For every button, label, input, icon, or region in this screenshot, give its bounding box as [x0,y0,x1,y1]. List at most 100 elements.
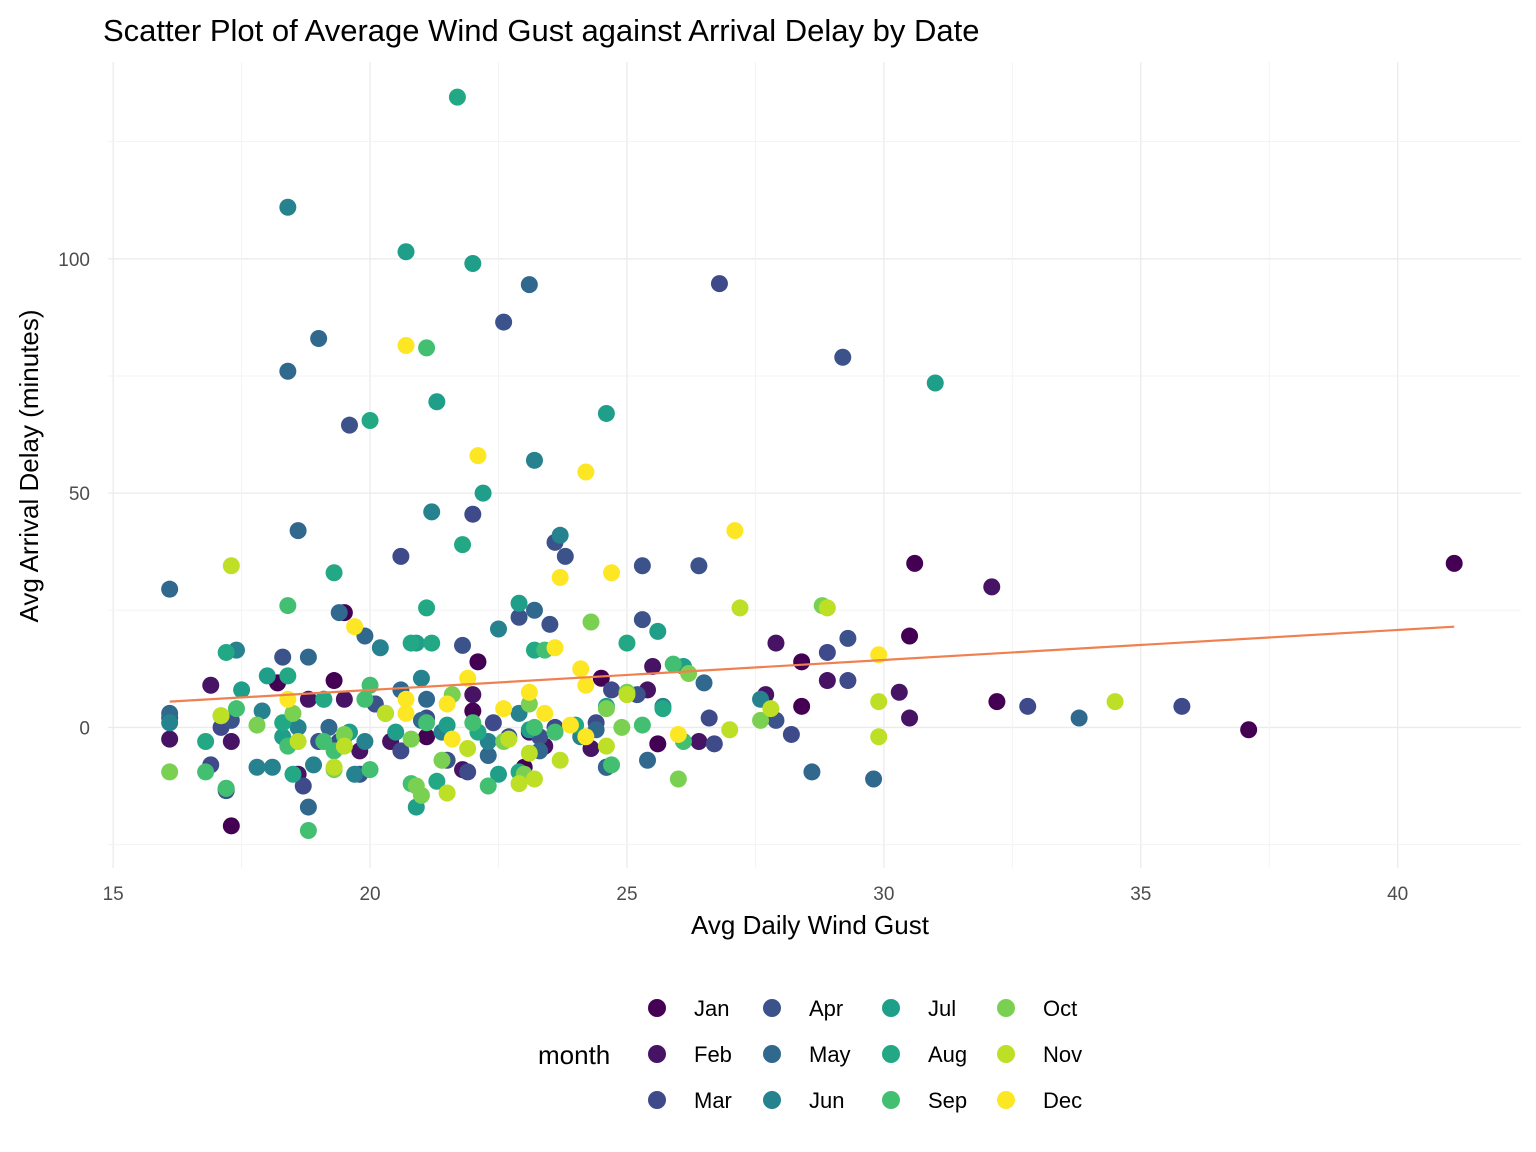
data-point-feb [890,683,908,701]
data-point-nov [731,599,749,617]
data-point-nov [721,721,739,739]
data-point-mar [782,725,800,743]
legend-key-feb [648,1045,666,1063]
data-point-mar [603,681,621,699]
legend-key-dec [997,1091,1015,1109]
data-point-aug [361,411,379,429]
y-tick-label: 50 [69,484,90,505]
data-point-sep [418,339,436,357]
data-point-nov [510,775,528,793]
data-point-sep [603,756,621,774]
data-point-nov [818,599,836,617]
data-point-apr [495,313,513,331]
data-point-feb [767,634,785,652]
data-point-aug [423,634,441,652]
data-point-mar [1019,697,1037,715]
data-point-may [865,770,883,788]
data-point-may [330,604,348,622]
legend-key-mar [648,1091,666,1109]
data-point-jul [438,716,456,734]
data-point-dec [603,564,621,582]
data-point-dec [577,463,595,481]
data-point-sep [546,723,564,741]
legend-label-apr: Apr [809,996,843,1021]
data-point-nov [1106,693,1124,711]
data-point-apr [541,615,559,633]
data-point-dec [551,568,569,586]
y-tick-label: 100 [58,250,90,271]
legend-label-oct: Oct [1043,996,1077,1021]
data-point-may [161,580,179,598]
legend-key-jul [882,999,900,1017]
data-point-jul [258,667,276,685]
data-point-dec [577,676,595,694]
legend-key-may [763,1045,781,1063]
x-axis-title: Avg Daily Wind Gust [691,910,930,940]
data-point-aug [197,732,215,750]
data-point-jun [263,758,281,776]
data-point-sep [299,822,317,840]
data-point-dec [346,618,364,636]
data-point-feb [161,730,179,748]
data-point-aug [448,88,466,106]
data-point-nov [325,758,343,776]
data-point-jul [649,622,667,640]
data-point-nov [870,728,888,746]
data-point-may [299,648,317,666]
data-point-aug [428,772,446,790]
data-point-nov [212,707,230,725]
data-point-dec [459,669,477,687]
data-point-oct [752,711,770,729]
data-point-feb [644,658,662,675]
legend: month Jan Feb Mar Apr May Jun Jul Aug Sep Oct Nov D… [538,996,1082,1113]
data-points [161,88,1463,840]
data-point-may [479,747,497,765]
data-point-jan [793,697,811,715]
legend-label-may: May [809,1042,851,1067]
data-point-sep [633,716,651,734]
data-point-jun [551,526,569,544]
data-point-jan [649,735,667,753]
data-point-nov [376,704,394,722]
data-point-jun [253,702,271,720]
data-point-feb [818,672,836,690]
y-axis-title: Avg Arrival Delay (minutes) [14,309,44,622]
y-tick-label: 0 [79,718,90,739]
data-point-dec [669,725,687,743]
data-point-may [279,362,297,380]
legend-key-apr [763,999,781,1017]
data-point-mar [705,735,723,753]
data-point-jan [469,653,487,671]
data-point-may [289,522,307,540]
data-point-may [639,751,657,769]
data-point-jul [464,255,482,272]
data-point-jan [906,554,924,572]
data-point-feb [222,732,240,750]
x-tick-label: 40 [1387,884,1408,905]
data-point-jun [525,451,543,469]
data-point-jul [397,243,415,261]
data-point-jul [233,681,251,699]
data-point-mar [710,275,728,293]
data-point-aug [654,700,672,718]
data-point-jan [1240,721,1258,739]
grid-lines [108,62,1521,868]
data-point-jan [464,702,482,720]
data-point-apr [633,557,651,575]
data-point-oct [582,613,600,631]
data-point-dec [495,700,513,718]
data-point-apr [834,348,852,366]
legend-label-jan: Jan [694,996,729,1021]
x-tick-label: 20 [359,884,380,905]
data-point-dec [726,522,744,540]
data-point-nov [289,732,307,750]
data-point-aug [325,564,343,582]
data-point-jul [474,484,492,502]
data-point-dec [397,690,415,708]
data-point-oct [161,763,179,781]
data-point-mar [392,742,410,760]
data-point-feb [335,690,353,708]
x-axis-ticks: 15 20 25 30 35 40 [103,884,1409,905]
data-point-aug [284,765,302,783]
data-point-may [320,718,338,736]
